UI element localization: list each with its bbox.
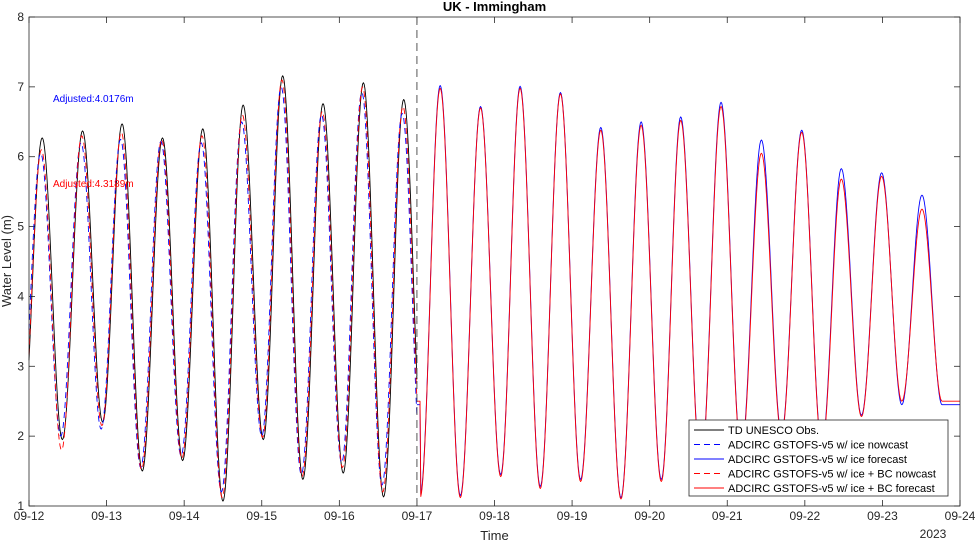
legend-entry: ADCIRC GSTOFS-v5 w/ ice + BC forecast [728, 483, 935, 495]
chart-title: UK - Immingham [443, 0, 546, 14]
y-tick-label: 7 [17, 80, 24, 94]
x-tick-label: 09-24 [945, 509, 976, 523]
y-tick-label: 5 [17, 220, 24, 234]
series-line-4 [416, 87, 960, 500]
y-tick-label: 6 [17, 150, 24, 164]
y-tick-label: 3 [17, 359, 24, 373]
x-tick-label: 09-14 [169, 509, 200, 523]
year-label: 2023 [920, 527, 947, 541]
y-tick-label: 2 [17, 429, 24, 443]
series-line-0 [28, 75, 418, 502]
legend-entry: ADCIRC GSTOFS-v5 w/ ice + BC nowcast [728, 469, 936, 481]
x-tick-label: 09-19 [557, 509, 588, 523]
legend-entry: ADCIRC GSTOFS-v5 w/ ice nowcast [728, 440, 908, 452]
x-tick-label: 09-12 [14, 509, 45, 523]
y-axis-label: Water Level (m) [0, 215, 14, 307]
x-tick-label: 09-13 [91, 509, 122, 523]
legend-entry: TD UNESCO Obs. [728, 425, 819, 437]
red-adjusted-annotation: Adjusted:4.3189m [53, 179, 134, 190]
x-tick-label: 09-16 [324, 509, 355, 523]
series-layer [28, 75, 960, 502]
x-tick-label: 09-21 [712, 509, 743, 523]
legend-entry: ADCIRC GSTOFS-v5 w/ ice forecast [728, 454, 907, 466]
x-tick-label: 09-20 [634, 509, 665, 523]
x-tick-label: 09-15 [246, 509, 277, 523]
y-tick-label: 8 [17, 10, 24, 24]
legend-box [688, 419, 949, 497]
x-tick-label: 09-22 [789, 509, 820, 523]
plot-frame [28, 16, 961, 507]
x-axis-ticks: 09-12 09-13 09-14 09-15 09-16 09-17 09-18 09-19… [14, 17, 976, 523]
x-tick-label: 09-17 [402, 509, 433, 523]
blue-adjusted-annotation: Adjusted:4.0176m [53, 94, 134, 105]
legend: TD UNESCO Obs. ADCIRC GSTOFS-v5 w/ ice no… [688, 419, 949, 497]
x-tick-label: 09-23 [867, 509, 898, 523]
y-axis-ticks: 1 2 3 4 5 6 7 8 [17, 10, 960, 513]
y-tick-label: 4 [17, 289, 24, 303]
x-axis-label: Time [480, 528, 508, 541]
y-tick-label: 1 [17, 499, 24, 513]
x-tick-label: 09-18 [479, 509, 510, 523]
